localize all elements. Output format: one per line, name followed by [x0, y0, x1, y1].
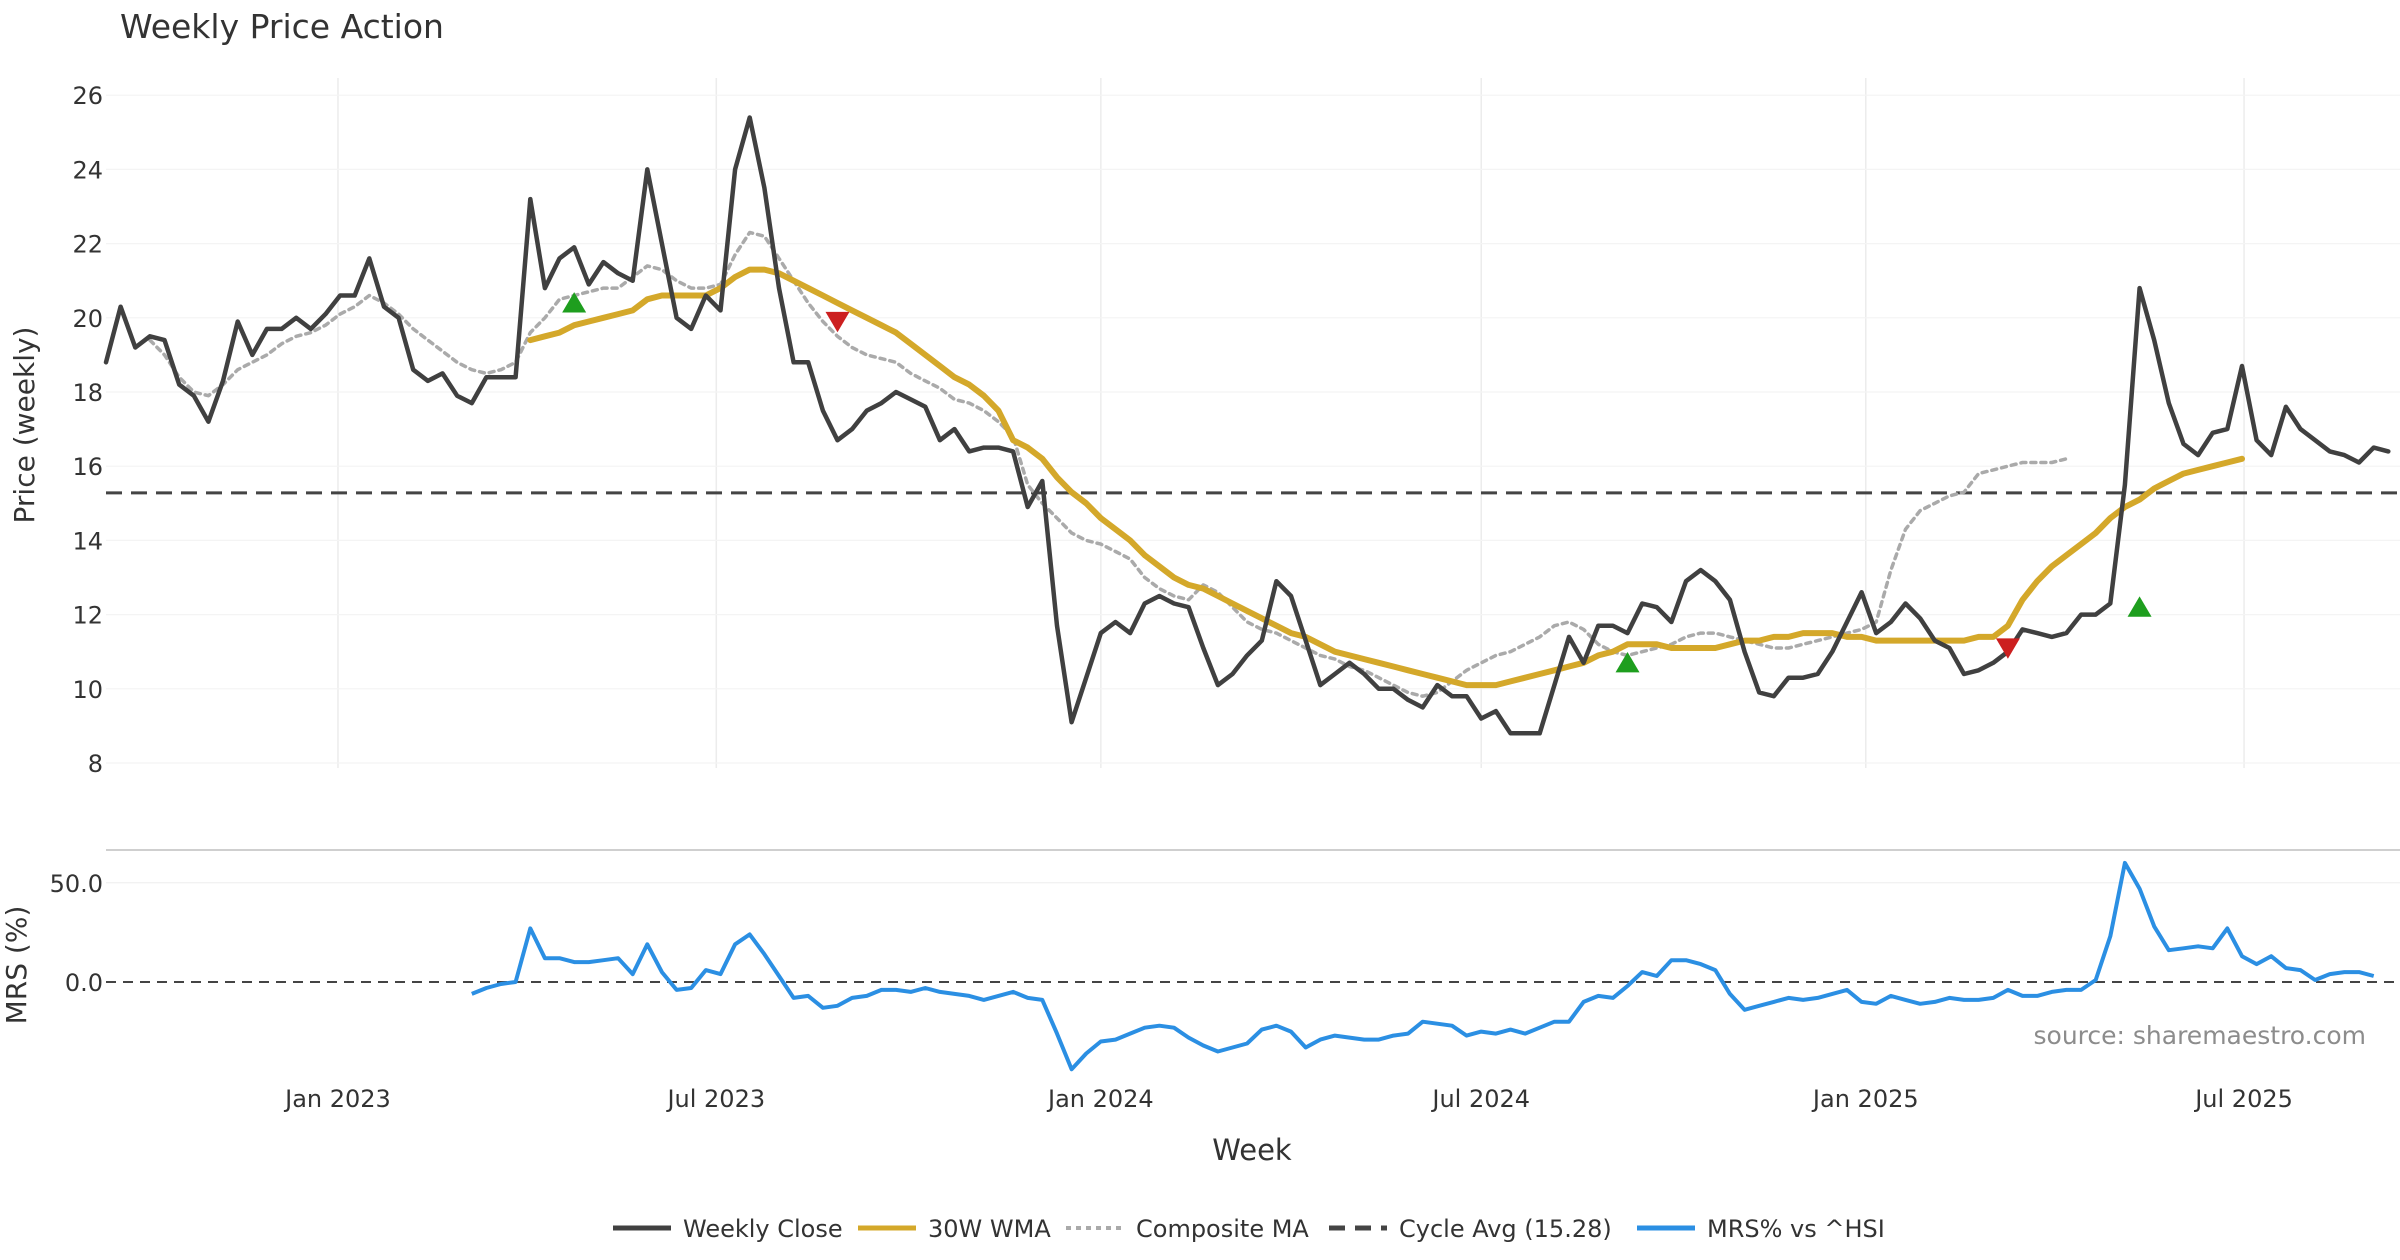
reference-lines — [106, 491, 2400, 983]
x-tick-label: Jan 2025 — [1811, 1085, 1919, 1113]
price-y-tick-label: 10 — [72, 676, 103, 704]
price-y-tick-label: 20 — [72, 305, 103, 333]
sell-signal-marker — [1995, 638, 2020, 659]
x-tick-label: Jul 2024 — [1430, 1085, 1530, 1113]
mrs-line — [471, 860, 2375, 1072]
legend-item: MRS% vs ^HSI — [1637, 1215, 1885, 1243]
price-y-tick-label: 18 — [72, 379, 103, 407]
price-y-tick-label: 22 — [72, 231, 103, 259]
sell-signal-marker — [825, 311, 850, 333]
x-axis-label: Week — [1212, 1133, 1292, 1167]
grid-layer — [106, 78, 2400, 884]
legend-item: Weekly Close — [613, 1215, 843, 1243]
wma-30w-line — [527, 266, 2245, 689]
price-y-tick-label: 24 — [72, 156, 103, 184]
legend: Weekly Close 30W WMA Composite MA Cycle Avg… — [613, 1215, 1885, 1243]
x-tick-label: Jul 2023 — [665, 1085, 765, 1113]
series-layer — [103, 115, 2391, 1072]
price-y-tick-label: 14 — [72, 527, 103, 555]
buy-signal-marker — [2127, 596, 2152, 617]
price-y-axis-label: Price (weekly) — [8, 327, 41, 524]
legend-label: Cycle Avg (15.28) — [1399, 1215, 1612, 1243]
legend-label: MRS% vs ^HSI — [1707, 1215, 1885, 1243]
signal-markers — [562, 292, 2152, 673]
legend-label: 30W WMA — [928, 1215, 1051, 1243]
price-y-tick-label: 12 — [72, 602, 103, 630]
mrs-y-axis-label: MRS (%) — [0, 906, 33, 1025]
buy-signal-marker — [562, 292, 587, 313]
mrs-y-tick-label: 0.0 — [65, 969, 103, 997]
weekly-close-line — [103, 115, 2391, 736]
x-tick-label: Jan 2023 — [283, 1085, 391, 1113]
mrs-y-tick-label: 50.0 — [50, 870, 103, 898]
price-y-tick-label: 26 — [72, 82, 103, 110]
price-y-tick-label: 8 — [88, 750, 103, 778]
chart-title: Weekly Price Action — [120, 7, 444, 46]
x-tick-label: Jul 2025 — [2193, 1085, 2293, 1113]
x-tick-label: Jan 2024 — [1046, 1085, 1154, 1113]
price-y-tick-label: 16 — [72, 453, 103, 481]
legend-label: Weekly Close — [683, 1215, 843, 1243]
legend-item: Composite MA — [1066, 1215, 1309, 1243]
legend-item: 30W WMA — [858, 1215, 1051, 1243]
legend-item: Cycle Avg (15.28) — [1329, 1215, 1612, 1243]
legend-label: Composite MA — [1136, 1215, 1309, 1243]
buy-signal-marker — [1615, 652, 1640, 673]
axis-layer: Jan 2023 Jul 2023 Jan 2024 Jul 2024 Jan 2025… — [50, 82, 2293, 1113]
source-annotation: source: sharemaestro.com — [2034, 1021, 2367, 1050]
